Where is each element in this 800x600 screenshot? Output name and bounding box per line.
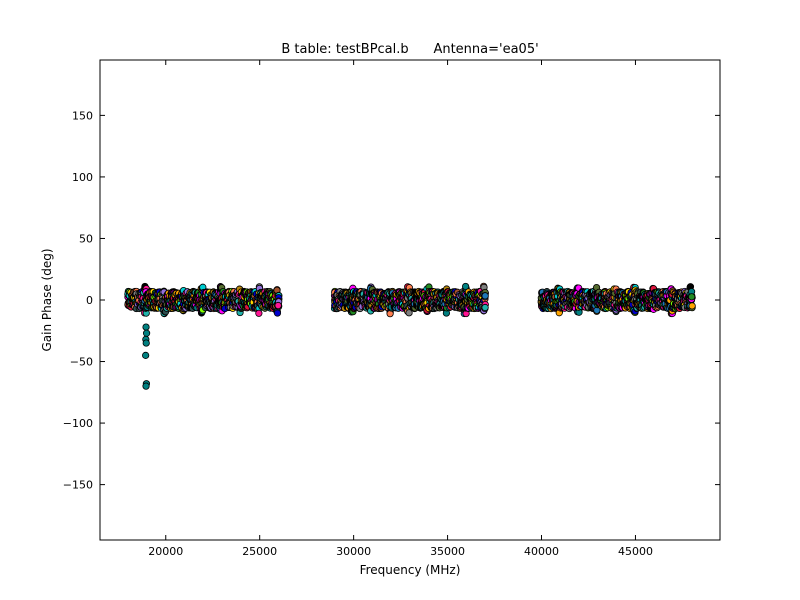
data-point [688, 302, 696, 310]
x-tick-label: 45000 [618, 545, 653, 558]
x-axis: 20000 25000 30000 35000 40000 45000 [148, 60, 653, 558]
outlier-point [142, 339, 150, 347]
x-tick-label: 25000 [242, 545, 277, 558]
x-tick-label: 40000 [524, 545, 559, 558]
outlier-point [142, 351, 150, 359]
y-tick-label: 50 [79, 232, 93, 245]
x-tick-label: 30000 [336, 545, 371, 558]
y-tick-label: −50 [70, 356, 93, 369]
y-tick-label: −100 [63, 417, 93, 430]
x-tick-label: 35000 [430, 545, 465, 558]
chart-title: B table: testBPcal.b Antenna='ea05' [281, 42, 538, 57]
data-point [255, 309, 263, 317]
x-tick-label: 20000 [148, 545, 183, 558]
outlier-point [142, 323, 150, 331]
data-point [273, 309, 282, 317]
data-point [481, 303, 489, 312]
y-tick-label: 0 [86, 294, 93, 307]
data-points-layer [124, 282, 696, 390]
y-tick-label: −150 [63, 479, 93, 492]
data-point [405, 309, 413, 317]
data-point [481, 292, 489, 300]
outlier-point [142, 329, 151, 337]
data-point [462, 282, 470, 291]
y-axis-title: Gain Phase (deg) [40, 248, 54, 351]
x-axis-title: Frequency (MHz) [360, 563, 461, 577]
y-axis: 150 100 50 0 −50 −100 −150 [63, 109, 720, 492]
y-tick-label: 100 [72, 171, 93, 184]
data-point [688, 293, 696, 301]
outlier-point [142, 382, 150, 390]
data-point [274, 301, 282, 310]
y-tick-label: 150 [72, 109, 93, 122]
